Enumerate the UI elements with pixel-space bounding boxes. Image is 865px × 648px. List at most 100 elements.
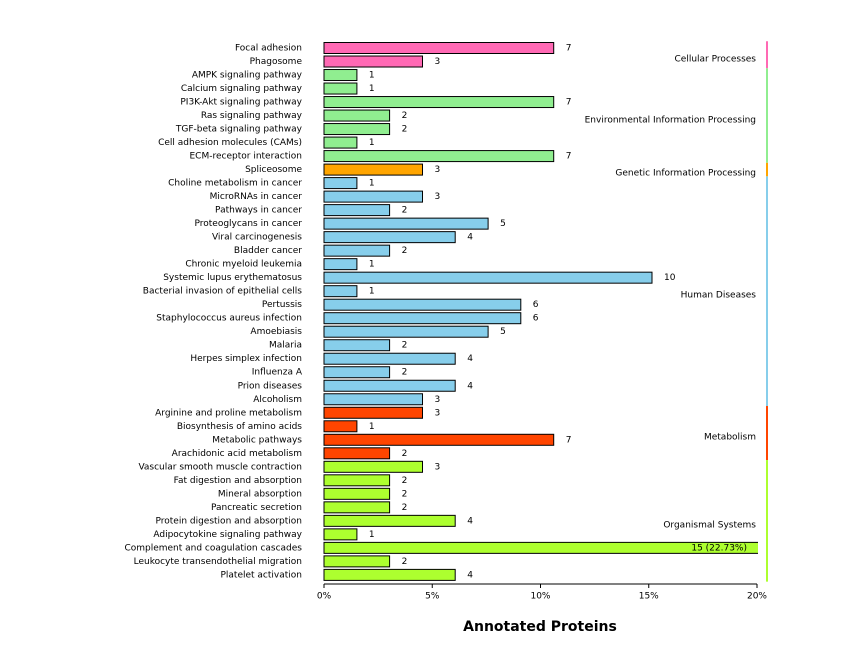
category-label: Chronic myeloid leukemia — [185, 260, 302, 270]
count-label: 4 — [467, 354, 473, 364]
count-label: 6 — [533, 300, 539, 310]
bar — [323, 366, 391, 379]
count-label: 5 — [500, 327, 506, 337]
bar — [323, 379, 456, 392]
bar — [323, 55, 424, 68]
count-label: 5 — [500, 219, 506, 229]
count-label: 3 — [435, 165, 441, 175]
count-label: 7 — [566, 98, 572, 108]
category-label: Complement and coagulation cascades — [124, 543, 302, 553]
x-tick-label: 0% — [317, 592, 332, 602]
category-label: Malaria — [269, 341, 302, 351]
count-label: 3 — [435, 57, 441, 67]
count-label: 2 — [402, 368, 408, 378]
category-label: Phagosome — [250, 57, 303, 67]
plot-area — [323, 42, 758, 581]
category-label: Spliceosome — [245, 165, 302, 175]
bar — [323, 177, 358, 190]
count-label: 3 — [435, 462, 441, 472]
category-label: Mineral absorption — [218, 489, 302, 499]
bar — [323, 69, 358, 82]
count-label: 2 — [402, 111, 408, 121]
category-label: PI3K-Akt signaling pathway — [180, 98, 302, 108]
bar — [323, 474, 391, 487]
count-label: 2 — [402, 341, 408, 351]
category-label: Prion diseases — [238, 381, 303, 391]
category-label: Cell adhesion molecules (CAMs) — [158, 138, 302, 148]
bar — [323, 312, 522, 325]
bar — [323, 285, 358, 298]
bar — [323, 555, 391, 568]
bar — [323, 406, 424, 419]
count-label: 1 — [369, 71, 375, 81]
group-label: Metabolism — [704, 433, 756, 443]
bar — [323, 325, 489, 338]
bar — [323, 420, 358, 433]
group-label: Organismal Systems — [663, 521, 756, 531]
category-label: Protein digestion and absorption — [155, 516, 302, 526]
category-label: Staphylococcus aureus infection — [156, 314, 302, 324]
category-label: Arginine and proline metabolism — [155, 408, 302, 418]
x-axis-label: Annotated Proteins — [463, 619, 617, 635]
count-label: 2 — [402, 489, 408, 499]
count-label: 4 — [467, 516, 473, 526]
bar — [323, 163, 424, 176]
bar — [323, 231, 456, 244]
count-label: 1 — [369, 138, 375, 148]
category-label: Herpes simplex infection — [190, 354, 302, 364]
count-label: 2 — [402, 476, 408, 486]
category-label: Amoebiasis — [250, 327, 302, 337]
category-label: Influenza A — [252, 368, 303, 378]
count-label: 2 — [402, 503, 408, 513]
category-label: MicroRNAs in cancer — [210, 192, 303, 202]
count-label: 7 — [566, 152, 572, 162]
count-label: 3 — [435, 408, 441, 418]
category-label: Alcoholism — [253, 395, 302, 405]
bar — [323, 204, 391, 217]
bar — [323, 541, 758, 554]
bar — [323, 460, 424, 473]
bar — [323, 82, 358, 95]
bar — [323, 487, 391, 500]
bar — [323, 123, 391, 136]
count-label: 4 — [467, 570, 473, 580]
category-label: Vascular smooth muscle contraction — [138, 462, 302, 472]
category-label: Focal adhesion — [235, 44, 302, 54]
count-label: 3 — [435, 192, 441, 202]
category-label: Calcium signaling pathway — [181, 84, 303, 94]
bar — [323, 447, 391, 460]
category-label: Biosynthesis of amino acids — [177, 422, 302, 432]
bar — [323, 514, 456, 527]
category-label: Systemic lupus erythematosus — [163, 273, 302, 283]
count-label: 1 — [369, 260, 375, 270]
count-label: 2 — [402, 557, 408, 567]
x-tick-label: 5% — [425, 592, 440, 602]
count-label: 7 — [566, 435, 572, 445]
category-label: TGF-beta signaling pathway — [175, 125, 303, 135]
category-label: Proteoglycans in cancer — [194, 219, 302, 229]
category-label: Arachidonic acid metabolism — [172, 449, 302, 459]
count-label: 4 — [467, 233, 473, 243]
x-tick-label: 10% — [530, 592, 550, 602]
count-label: 1 — [369, 84, 375, 94]
count-label: 1 — [369, 287, 375, 297]
group-label: Cellular Processes — [675, 55, 757, 65]
count-label: 2 — [402, 246, 408, 256]
bar — [323, 136, 358, 149]
count-label: 2 — [402, 125, 408, 135]
bar — [323, 109, 391, 122]
category-label: Bladder cancer — [234, 246, 302, 256]
bar — [323, 501, 391, 514]
bar — [323, 433, 555, 446]
category-label: Leukocyte transendothelial migration — [134, 557, 302, 567]
count-label: 1 — [369, 422, 375, 432]
category-label: Ras signaling pathway — [201, 111, 303, 121]
category-label: Fat digestion and absorption — [174, 476, 302, 486]
category-label: Choline metabolism in cancer — [168, 179, 302, 189]
bar — [323, 96, 555, 109]
count-label: 4 — [467, 381, 473, 391]
bar — [323, 568, 456, 581]
count-label: 6 — [533, 314, 539, 324]
bar — [323, 528, 358, 541]
count-label: 15 (22.73%) — [691, 543, 747, 553]
